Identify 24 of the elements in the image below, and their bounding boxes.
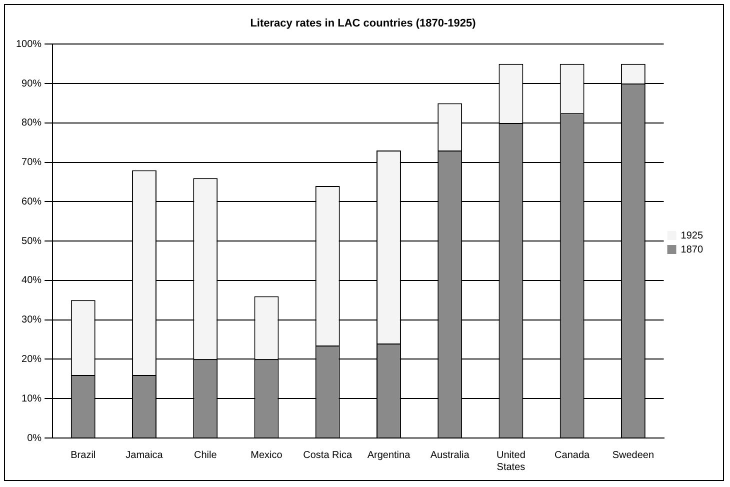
y-tick-label: 90% (22, 78, 42, 90)
x-tick-label: Canada (554, 450, 590, 461)
y-tick-label: 40% (22, 275, 42, 286)
chart-title: Literacy rates in LAC countries (1870-1925) (250, 18, 476, 30)
legend-label: 1870 (680, 244, 704, 256)
y-tick-label: 70% (22, 157, 42, 168)
x-tick-label: Swedeen (612, 450, 654, 461)
y-tick-label: 60% (22, 196, 42, 208)
x-tick-label: Brazil (70, 450, 96, 461)
legend-label: 1925 (680, 230, 704, 242)
y-tick-label: 10% (22, 393, 42, 404)
x-tick-label: United States (496, 450, 526, 473)
y-tick-label: 0% (27, 432, 42, 444)
x-tick-label: Argentina (367, 450, 411, 461)
y-tick-label: 30% (22, 314, 42, 326)
x-tick-label: Jamaica (126, 450, 164, 461)
y-tick-label: 20% (22, 354, 42, 365)
x-tick-label: Australia (430, 450, 470, 461)
y-tick-label: 80% (22, 118, 42, 129)
x-tick-label: Costa Rica (303, 450, 352, 461)
y-tick-label: 100% (16, 38, 42, 50)
x-tick-label: Chile (194, 450, 218, 461)
y-tick-label: 50% (22, 236, 42, 247)
x-tick-label: Mexico (250, 450, 283, 461)
